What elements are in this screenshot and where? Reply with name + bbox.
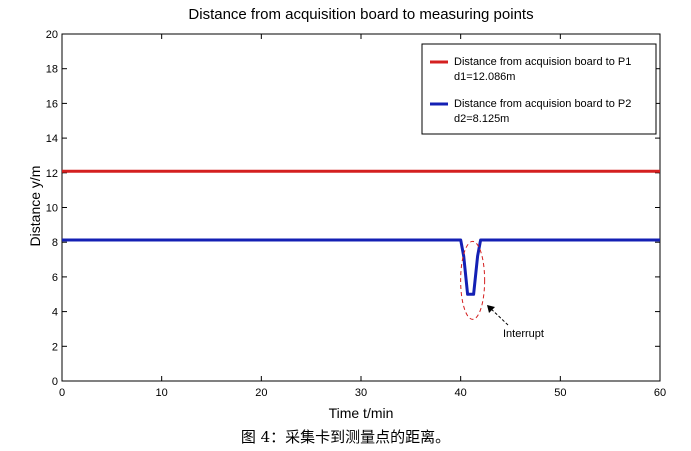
x-tick-label: 30: [355, 387, 367, 399]
y-tick-label: 6: [52, 272, 58, 284]
interrupt-ellipse: [460, 240, 486, 320]
legend-label-p1: Distance from acquision board to P1: [454, 56, 631, 68]
x-tick-label: 20: [255, 387, 267, 399]
interrupt-arrowhead: [487, 305, 495, 313]
series-line-p2: [62, 238, 660, 296]
chart-svg: Distance from acquisition board to measu…: [27, 6, 666, 421]
x-tick-label: 40: [455, 387, 467, 399]
axis-ticks: 0 10 20 30 40 50 60 0 2 4 6 8 10 12 14 16 18 20: [46, 29, 666, 399]
x-tick-label: 0: [59, 387, 65, 399]
y-tick-label: 4: [52, 307, 58, 319]
legend-detail-p2: d2=8.125m: [454, 113, 509, 125]
legend: Distance from acquision board to P1 d1=1…: [421, 43, 657, 135]
legend-box: [421, 43, 657, 135]
legend-label-p2: Distance from acquision board to P2: [454, 98, 631, 110]
y-tick-label: 14: [46, 133, 58, 145]
series-lines: [62, 169, 660, 296]
x-tick-label: 60: [654, 387, 666, 399]
legend-detail-p1: d1=12.086m: [454, 71, 515, 83]
x-tick-label: 10: [156, 387, 168, 399]
y-tick-label: 10: [46, 203, 58, 215]
y-tick-label: 18: [46, 64, 58, 76]
y-tick-label: 8: [52, 237, 58, 249]
y-tick-label: 12: [46, 168, 58, 180]
annotation-interrupt: Interrupt: [503, 328, 544, 340]
annotation-group: Interrupt: [460, 240, 544, 340]
figure-caption: 图 4：采集卡到测量点的距离。: [240, 428, 451, 446]
y-tick-label: 16: [46, 98, 58, 110]
y-tick-label: 2: [52, 341, 58, 353]
y-tick-label: 0: [52, 376, 58, 388]
x-tick-label: 50: [554, 387, 566, 399]
chart-title: Distance from acquisition board to measu…: [188, 6, 533, 23]
y-axis-label: Distance y/m: [27, 166, 43, 247]
x-axis-label: Time t/min: [329, 405, 394, 421]
y-tick-label: 20: [46, 29, 58, 41]
